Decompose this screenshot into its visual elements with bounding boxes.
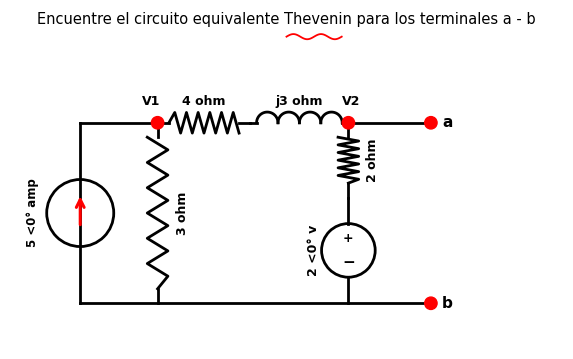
Text: 2 ohm: 2 ohm	[366, 139, 379, 182]
Text: a: a	[442, 115, 453, 130]
Text: j3 ohm: j3 ohm	[276, 95, 323, 108]
Circle shape	[425, 117, 437, 129]
Circle shape	[151, 117, 164, 129]
Text: b: b	[442, 296, 453, 311]
Text: V1: V1	[142, 95, 160, 108]
Circle shape	[342, 117, 355, 129]
Text: +: +	[343, 232, 354, 244]
Circle shape	[425, 297, 437, 309]
Text: 5 <0° amp: 5 <0° amp	[26, 179, 40, 247]
Text: V2: V2	[342, 95, 360, 108]
Text: Encuentre el circuito equivalente Thevenin para los terminales a - b: Encuentre el circuito equivalente Theven…	[37, 12, 536, 27]
Text: 4 ohm: 4 ohm	[182, 95, 226, 108]
Text: 2 <0° v: 2 <0° v	[307, 225, 320, 276]
Text: −: −	[342, 255, 355, 270]
Text: 3 ohm: 3 ohm	[176, 191, 189, 235]
